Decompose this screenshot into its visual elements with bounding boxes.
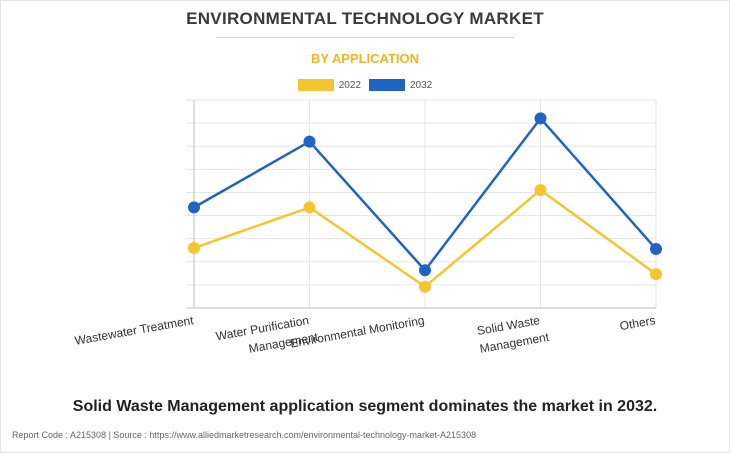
- data-point-2022: [188, 242, 200, 255]
- legend-swatch-2032: [369, 79, 405, 91]
- legend-label-2032: 2032: [410, 79, 433, 91]
- chart-subtitle: BY APPLICATION: [310, 51, 420, 66]
- data-point-2032: [188, 201, 200, 214]
- x-tick-label: Others: [619, 313, 657, 333]
- chart-legend: 2022 2032: [0, 79, 730, 91]
- data-point-2022: [650, 268, 662, 281]
- chart-title: ENVIRONMENTAL TECHNOLOGY MARKET: [186, 9, 544, 28]
- x-tick-label: Wastewater Treatment: [74, 313, 196, 348]
- legend-item-2022: 2022: [297, 79, 361, 91]
- data-point-2032: [303, 135, 316, 148]
- line-chart: Wastewater Treatment Water PurificationMa…: [74, 99, 662, 356]
- legend-item-2032: 2032: [369, 79, 432, 91]
- data-point-2022: [419, 280, 431, 293]
- title-divider: [216, 37, 514, 38]
- data-point-2032: [650, 242, 662, 255]
- headline: Solid Waste Management application segme…: [72, 398, 658, 415]
- data-point-2022: [534, 183, 547, 196]
- data-point-2032: [534, 112, 547, 125]
- legend-swatch-2022: [297, 79, 334, 91]
- footer-source: Report Code : A215308 | Source : https:/…: [12, 430, 477, 440]
- data-point-2032: [419, 264, 431, 277]
- x-tick-label: Solid WasteManagement: [476, 312, 551, 356]
- data-point-2022: [303, 201, 316, 214]
- legend-label-2022: 2022: [338, 79, 361, 91]
